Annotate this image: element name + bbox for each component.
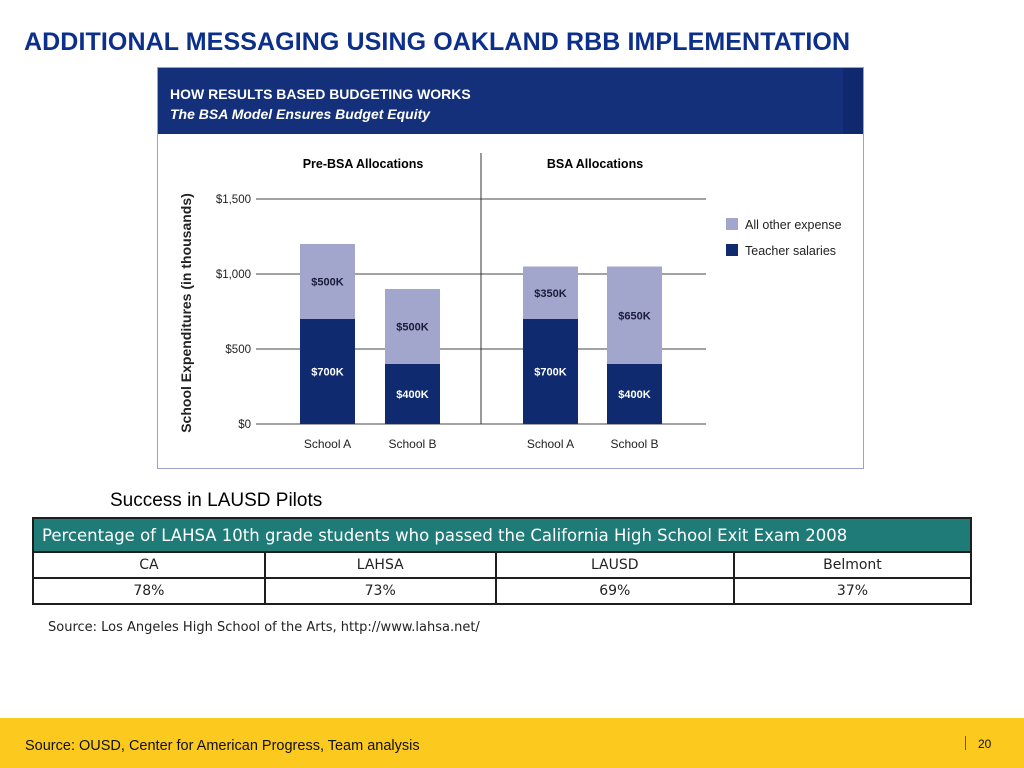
exit-exam-table: Percentage of LAHSA 10th grade students … bbox=[32, 517, 973, 605]
bar-data-label: $650K bbox=[618, 310, 650, 322]
table-header-cell: LAHSA bbox=[263, 551, 497, 579]
slide-title: ADDITIONAL MESSAGING USING OAKLAND RBB I… bbox=[24, 28, 851, 56]
table-header-cell: CA bbox=[32, 551, 266, 579]
table-header-row: CA LAHSA LAUSD Belmont bbox=[32, 551, 973, 579]
page-number: 20 bbox=[978, 737, 992, 751]
chart-subtitle: The BSA Model Ensures Budget Equity bbox=[170, 106, 431, 122]
legend-label: Teacher salaries bbox=[745, 244, 836, 258]
footer-divider bbox=[965, 736, 966, 750]
budget-chart-panel: HOW RESULTS BASED BUDGETING WORKS The BS… bbox=[157, 67, 864, 469]
x-tick-label: School B bbox=[388, 437, 436, 451]
table-caption-row: Percentage of LAHSA 10th grade students … bbox=[32, 517, 972, 553]
bar-data-label: $700K bbox=[534, 367, 566, 379]
y-tick-label: $500 bbox=[225, 344, 251, 356]
table-source-note: Source: Los Angeles High School of the A… bbox=[48, 620, 480, 635]
bar-segment-other-expense bbox=[300, 244, 355, 319]
table-row: 78% 73% 69% 37% bbox=[32, 577, 973, 605]
x-tick-label: School A bbox=[304, 437, 351, 451]
y-tick-label: $0 bbox=[238, 419, 251, 431]
group-label: Pre-BSA Allocations bbox=[303, 157, 424, 171]
bar-data-label: $500K bbox=[396, 322, 428, 334]
x-tick-label: School A bbox=[527, 437, 574, 451]
footer-bar: Source: OUSD, Center for American Progre… bbox=[0, 718, 1024, 768]
bar-segment-teacher-salaries bbox=[607, 364, 662, 424]
bar-segment-teacher-salaries bbox=[523, 319, 578, 424]
section-heading: Success in LAUSD Pilots bbox=[110, 490, 323, 511]
x-tick-label: School B bbox=[610, 437, 658, 451]
chart-header: HOW RESULTS BASED BUDGETING WORKS The BS… bbox=[158, 68, 863, 134]
bar-segment-other-expense bbox=[523, 266, 578, 319]
y-axis-title: School Expenditures (in thousands) bbox=[178, 193, 194, 433]
legend-swatch-teacher-salaries bbox=[726, 244, 738, 256]
y-tick-label: $1,500 bbox=[216, 194, 251, 206]
bar-data-label: $350K bbox=[534, 288, 566, 300]
table-cell: 69% bbox=[494, 577, 735, 605]
chart-title: HOW RESULTS BASED BUDGETING WORKS bbox=[170, 86, 471, 102]
footer-source: Source: OUSD, Center for American Progre… bbox=[25, 738, 420, 754]
stacked-bar-chart: School Expenditures (in thousands) $0 $500… bbox=[178, 153, 842, 451]
bar-data-label: $500K bbox=[311, 277, 343, 289]
bar-segment-teacher-salaries bbox=[385, 364, 440, 424]
bar-data-label: $400K bbox=[396, 389, 428, 401]
legend-label: All other expense bbox=[745, 218, 842, 232]
bar-segment-teacher-salaries bbox=[300, 319, 355, 424]
bar-segment-other-expense bbox=[607, 266, 662, 364]
table-cell: 78% bbox=[32, 577, 266, 605]
table-header-cell: Belmont bbox=[732, 551, 973, 579]
legend-swatch-other-expense bbox=[726, 218, 738, 230]
group-label: BSA Allocations bbox=[547, 157, 643, 171]
chart-header-band bbox=[158, 68, 843, 134]
y-tick-label: $1,000 bbox=[216, 269, 251, 281]
bar-segment-other-expense bbox=[385, 289, 440, 364]
table-header-cell: LAUSD bbox=[494, 551, 735, 579]
table-cell: 73% bbox=[263, 577, 497, 605]
table-cell: 37% bbox=[732, 577, 973, 605]
bar-data-label: $700K bbox=[311, 367, 343, 379]
table-caption: Percentage of LAHSA 10th grade students … bbox=[32, 517, 972, 553]
bar-data-label: $400K bbox=[618, 389, 650, 401]
